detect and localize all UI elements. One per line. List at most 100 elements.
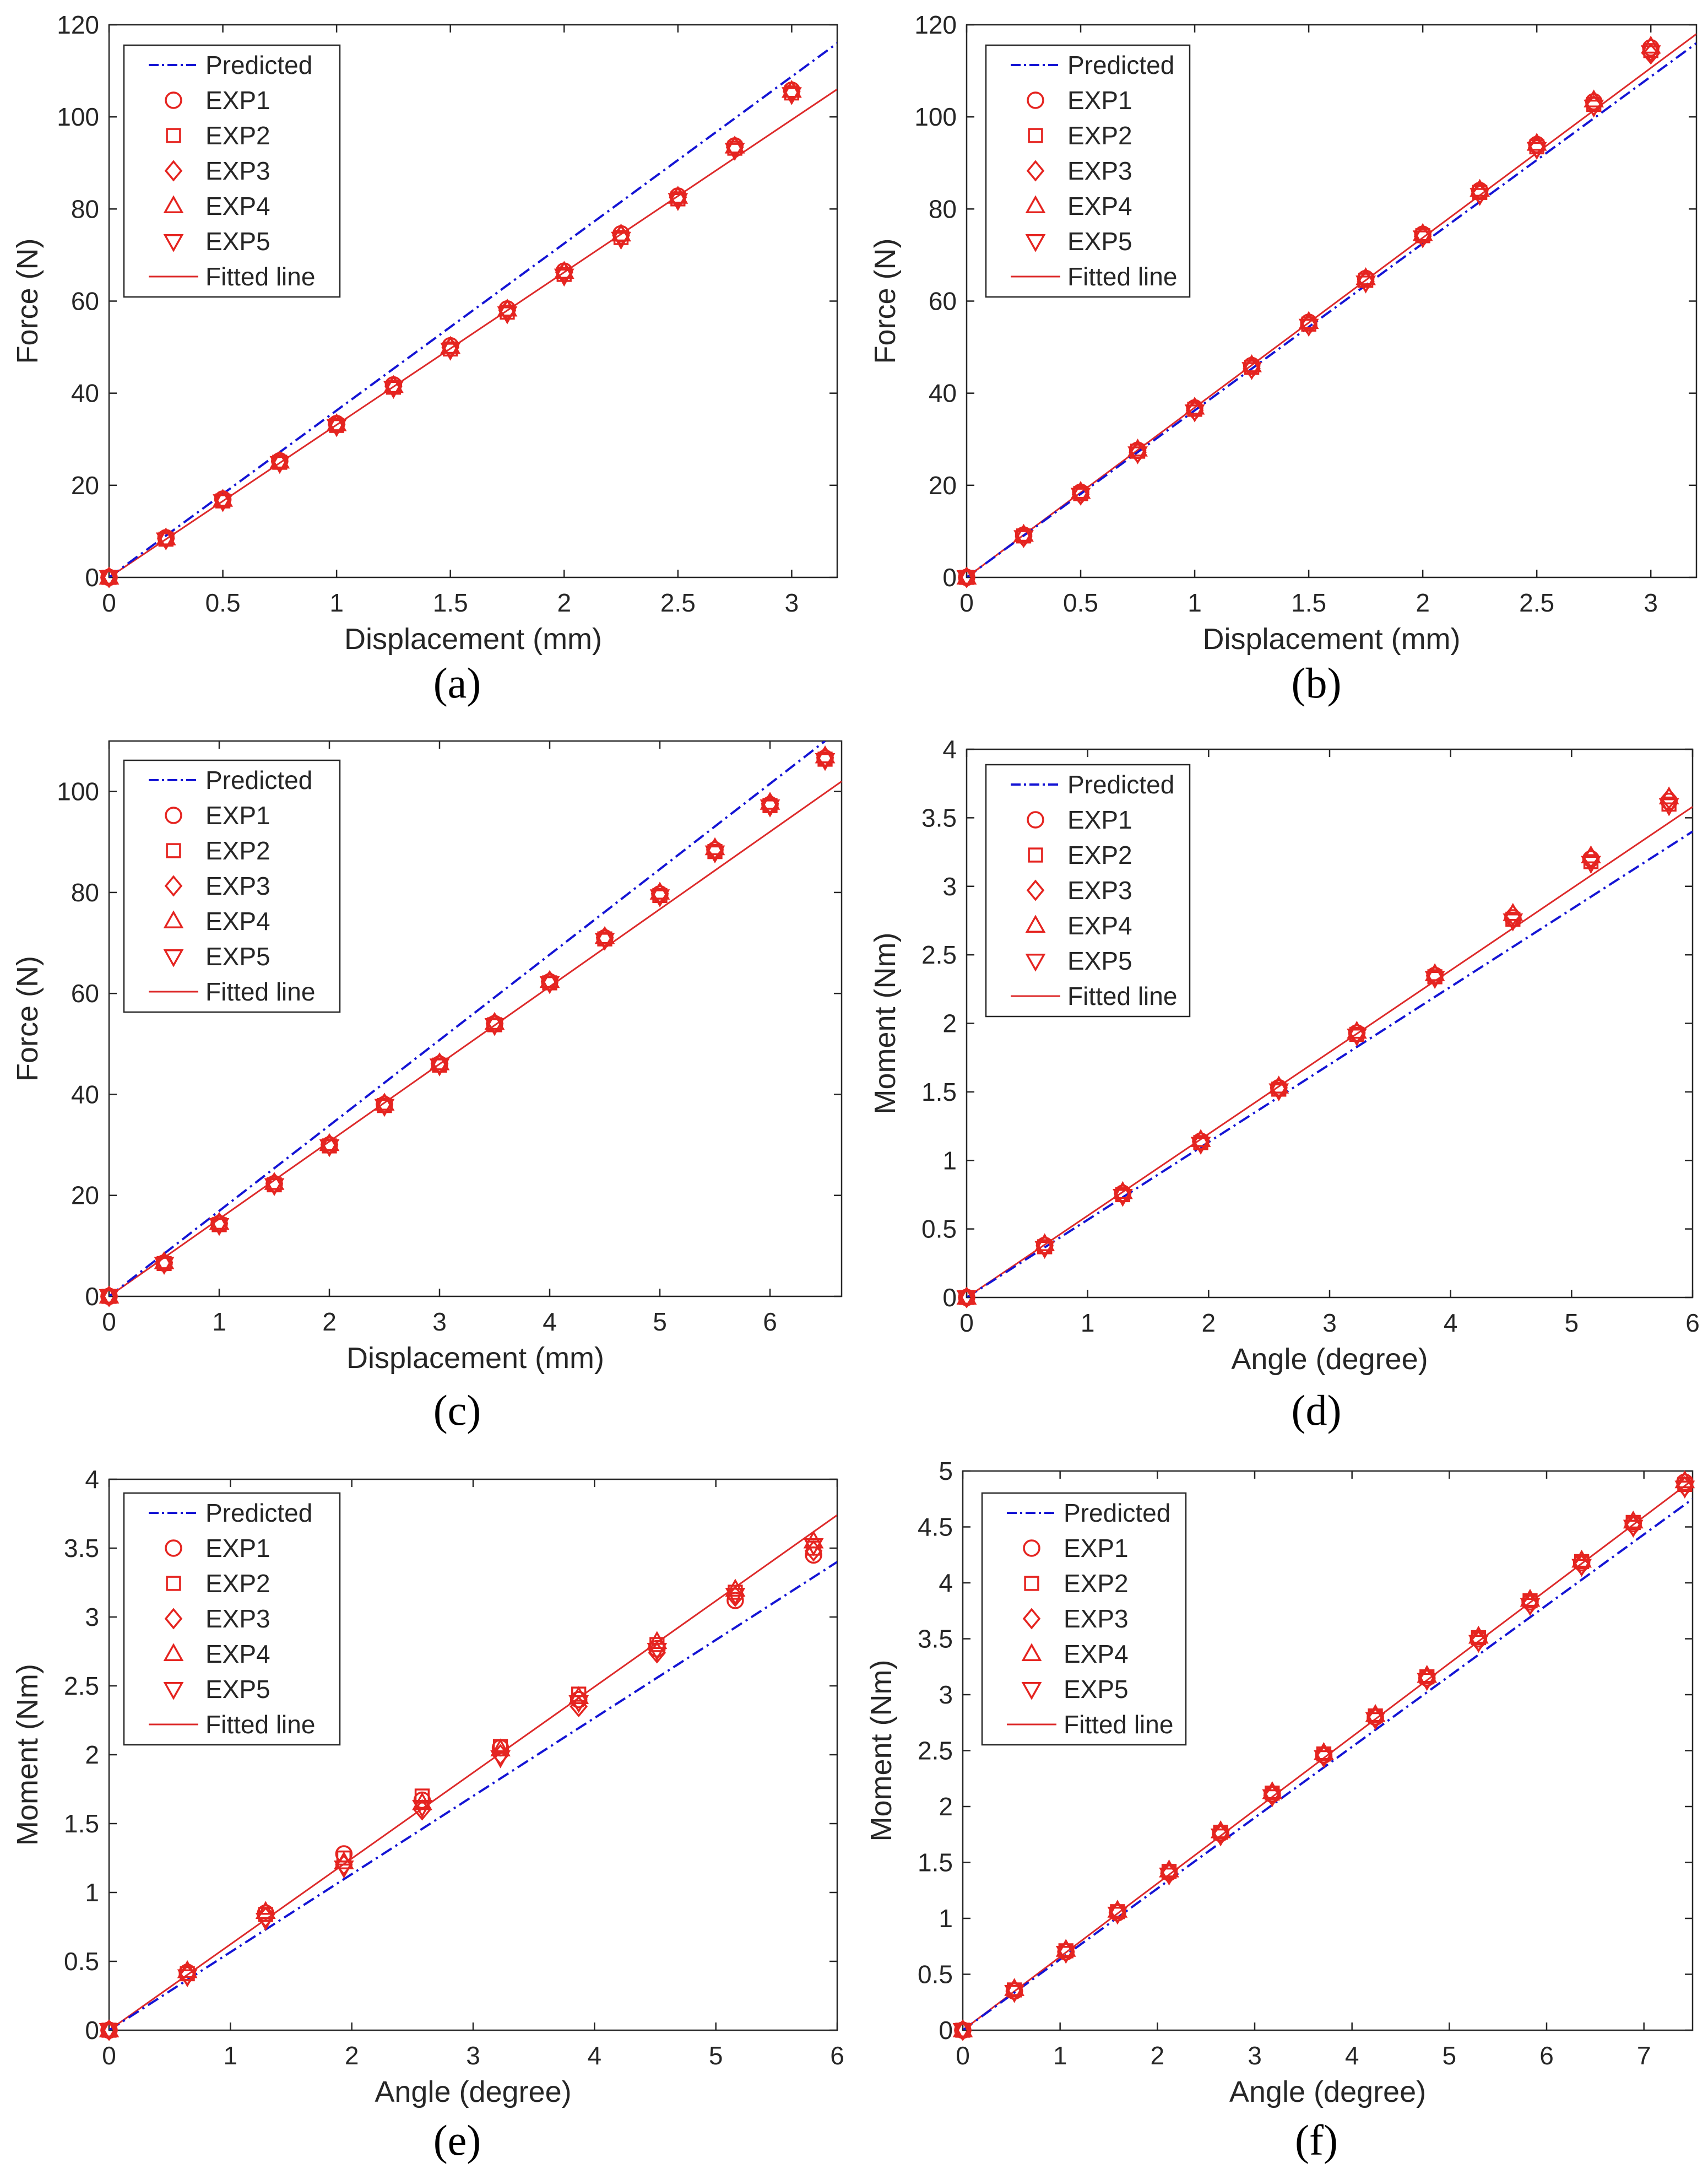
caption-f: (f) (1295, 2116, 1338, 2164)
y-axis-label: Force (N) (11, 956, 44, 1081)
legend-exp-symbol (164, 160, 183, 182)
legend-exp-symbol (165, 807, 182, 824)
legend-label: EXP3 (205, 1604, 270, 1633)
predicted-line (967, 830, 1693, 1297)
caption-b: (b) (1291, 659, 1342, 707)
legend-label: EXP4 (1067, 192, 1132, 220)
point-exp5 (99, 2023, 120, 2041)
point-exp5 (1262, 1789, 1283, 1808)
point-exp5 (1424, 971, 1445, 989)
legend-label: EXP5 (1067, 947, 1132, 975)
point-exp5 (383, 381, 404, 399)
point-exp5 (1503, 913, 1523, 932)
point-exp5 (725, 1588, 746, 1606)
point-exp5 (647, 1643, 668, 1661)
legend-label: Fitted line (205, 1710, 315, 1739)
point-exp4 (269, 450, 290, 469)
x-tick-label: 7 (1637, 2041, 1651, 2070)
caption-e: (e) (433, 2116, 481, 2164)
x-axis-label: Angle (degree) (1229, 2075, 1426, 2108)
x-tick-label: 4 (588, 2041, 602, 2070)
point-exp5 (1468, 1635, 1489, 1653)
point-exp5 (704, 845, 725, 864)
chart-f: 0 1 2 3 4 5 6 7 0 0.5 1 1.5 2 2.5 3 3.5 4 4.5 5 Angle (degr… (865, 1457, 1695, 2108)
x-tick-label: 1 (329, 588, 344, 617)
data-points (956, 35, 1661, 588)
y-tick-label: 1 (939, 1904, 953, 1933)
x-tick-label: 2 (557, 588, 571, 617)
point-exp5 (1640, 45, 1661, 63)
legend-exp-symbol (164, 1608, 183, 1630)
point-exp4 (383, 375, 404, 393)
point-exp2 (414, 1788, 430, 1804)
legend-exp-symbol (1026, 160, 1045, 182)
legend-label: Fitted line (1067, 262, 1177, 291)
y-tick-label: 40 (929, 379, 957, 408)
y-tick-label: 60 (929, 287, 957, 316)
legend-label: EXP5 (205, 942, 270, 971)
y-tick-label: 2.5 (918, 1737, 953, 1765)
point-exp4 (594, 926, 615, 944)
legend-exp-symbol (163, 910, 184, 928)
x-tick-label: 2 (1202, 1308, 1216, 1337)
legend-label: EXP1 (205, 86, 270, 115)
y-tick-label: 0 (85, 563, 99, 592)
point-exp5 (1013, 530, 1034, 548)
point-exp5 (1658, 798, 1679, 816)
point-exp4 (1584, 89, 1604, 108)
y-axis-label: Moment (Nm) (11, 1664, 44, 1846)
point-exp5 (956, 570, 977, 588)
point-exp5 (649, 889, 670, 907)
x-tick-label: 3 (785, 588, 799, 617)
data-points (99, 1530, 824, 2041)
y-tick-label: 2 (939, 1792, 953, 1821)
legend-exp-symbol (1025, 915, 1046, 933)
y-tick-label: 80 (71, 194, 99, 223)
x-tick-label: 5 (653, 1307, 667, 1336)
point-exp4 (952, 2019, 973, 2037)
legend-box (981, 1492, 1187, 1746)
point-exp4 (484, 1012, 505, 1030)
point-exp4 (326, 413, 347, 431)
legend-label: Predicted (205, 766, 312, 794)
legend-exp-symbol (163, 949, 184, 967)
x-tick-label: 1 (1053, 2041, 1067, 2070)
legend-label: EXP1 (205, 1534, 270, 1562)
legend-exp-symbol (1028, 847, 1043, 863)
point-exp4 (213, 489, 233, 507)
x-tick-label: 1.5 (1291, 588, 1326, 617)
legend: Predicted EXP1 EXP2 EXP3 EXP4 EXP5 Fitted line (981, 1492, 1187, 1746)
legend-label: Predicted (1067, 51, 1174, 79)
x-tick-label: 0.5 (205, 588, 241, 617)
point-exp5 (1526, 142, 1547, 160)
point-exp5 (1159, 1867, 1179, 1886)
x-tick-label: 4 (1345, 2041, 1359, 2070)
point-exp5 (1355, 275, 1376, 294)
x-tick-label: 1 (212, 1307, 226, 1336)
point-exp5 (1571, 1559, 1592, 1577)
y-tick-label: 100 (57, 102, 99, 131)
y-axis-label: Force (N) (869, 239, 902, 364)
point-exp5 (1055, 1945, 1076, 1964)
predicted-line (109, 1561, 837, 2030)
legend-exp-symbol (1025, 234, 1046, 252)
point-exp5 (269, 456, 290, 474)
legend-label: EXP4 (205, 192, 270, 220)
point-exp4 (490, 1738, 511, 1756)
y-tick-label: 20 (71, 471, 99, 500)
legend-label: EXP3 (1064, 1604, 1129, 1633)
legend-label: EXP3 (1067, 876, 1132, 905)
predicted-line (109, 42, 837, 577)
legend-exp-symbol (1022, 1608, 1041, 1630)
legend-exp-symbol (166, 128, 181, 143)
point-exp5 (539, 976, 560, 994)
point-exp5 (1298, 318, 1319, 337)
y-tick-label: 120 (57, 10, 99, 39)
point-exp5 (154, 1257, 175, 1275)
point-exp5 (781, 87, 802, 105)
x-tick-label: 0 (102, 2041, 116, 2070)
x-tick-label: 5 (1443, 2041, 1457, 2070)
x-tick-label: 6 (830, 2041, 844, 2070)
point-exp4 (1055, 1939, 1076, 1957)
y-tick-label: 0 (85, 2016, 99, 2045)
